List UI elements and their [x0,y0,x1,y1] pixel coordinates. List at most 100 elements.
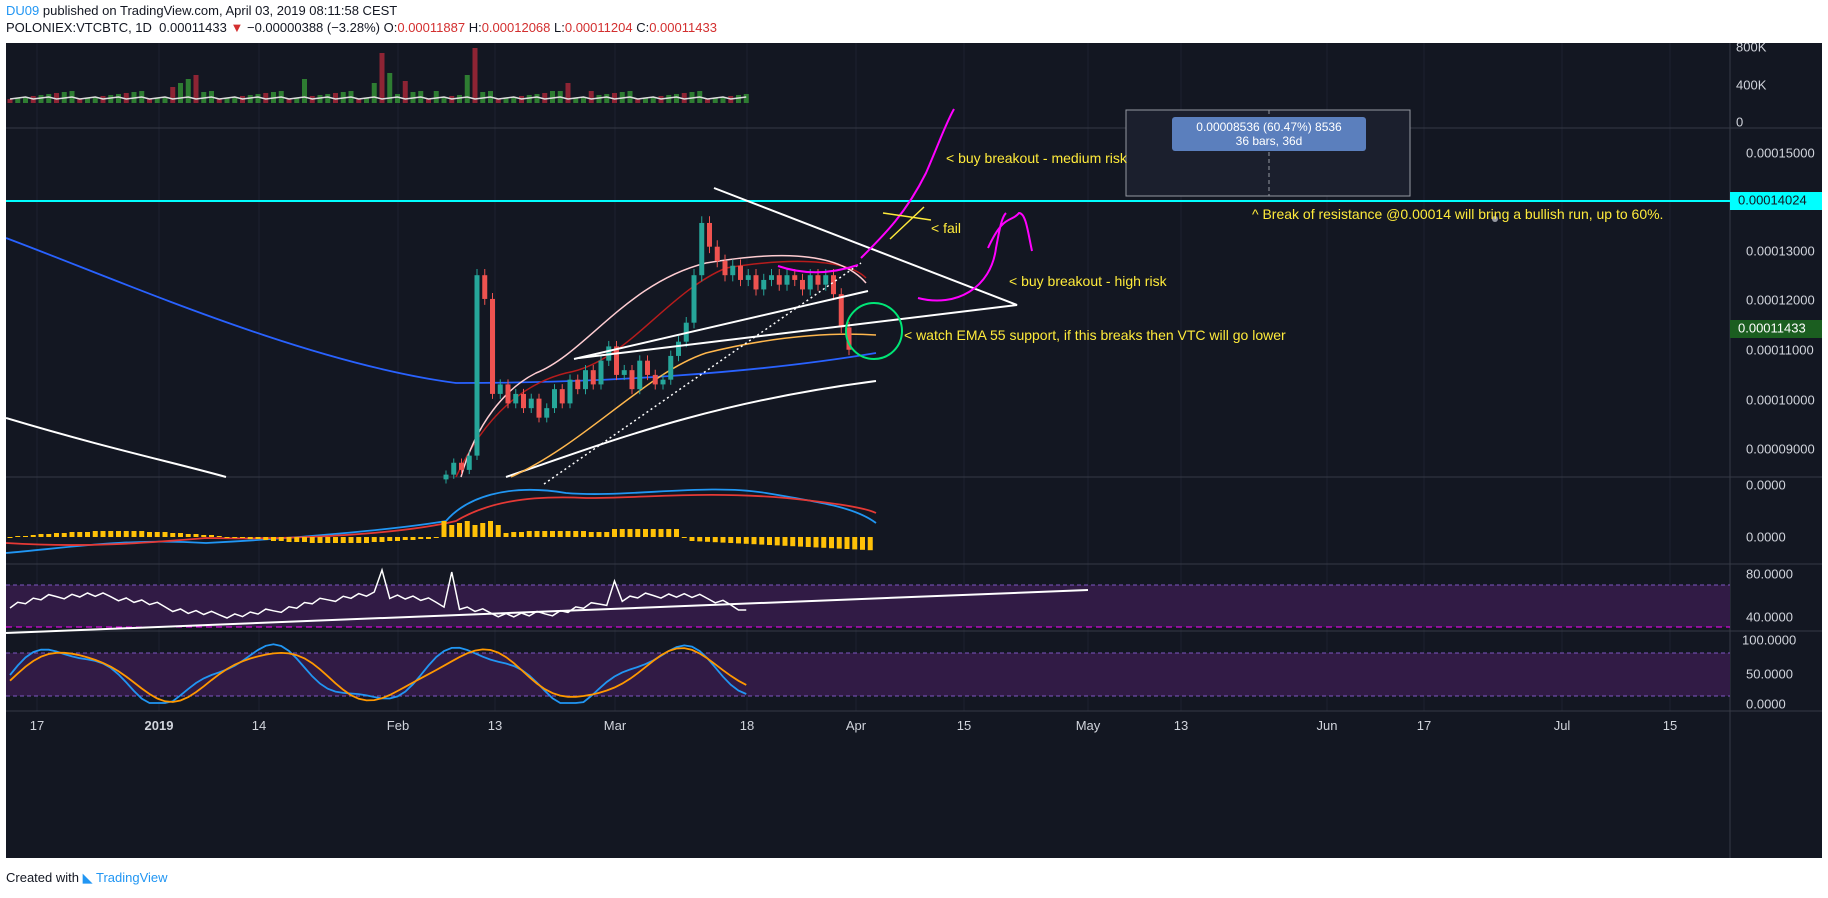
ema100-line [5,380,877,478]
macd-histogram-bar [340,537,346,543]
candle-body [745,275,751,280]
ohlc-line: POLONIEX:VTCBTC, 1D 0.00011433 ▼ −0.0000… [6,19,717,36]
volume-bar [604,94,610,103]
macd-histogram-bar [813,537,819,548]
candle-body [459,462,464,470]
chart-canvas[interactable]: 0.00008536 (60.47%) 8536 36 bars, 36d < … [5,39,1822,858]
price-tick-9000: 0.00009000 [1746,441,1815,456]
candle-body [583,370,588,390]
time-tick: 14 [252,718,266,733]
macd-histogram-bar [565,531,571,537]
time-axis[interactable]: 17 2019 14 Feb 13 Mar 18 Apr 15 May 13 J… [30,718,1677,733]
open-value: 0.00011887 [397,20,466,35]
macd-histogram-bar [85,532,90,537]
volume-bar [387,73,393,103]
volume-bar [325,94,331,103]
price-tick-10000: 0.00010000 [1746,392,1815,407]
tradingview-link[interactable]: TradingView [96,870,168,885]
volume-bar [54,93,59,103]
high-risk-projection[interactable] [917,211,1033,302]
macd-histogram-bar [480,523,486,537]
fail-cross-b [889,206,925,240]
macd-histogram-bar [867,537,873,551]
volume-bar [85,98,90,103]
high-label: H: [468,20,482,35]
candle-body [575,379,581,390]
vol-tick-0: 0 [1736,114,1743,129]
candle-body [629,370,635,390]
macd-histogram-bar [767,537,772,545]
volume-bar [402,81,408,103]
volume-bar [433,91,439,103]
macd-histogram-bar [790,537,796,547]
volume-bar [46,94,52,103]
ema55-support-circle[interactable] [845,302,903,360]
time-tick: 13 [1174,718,1188,733]
macd-histogram-bar [581,531,586,537]
macd-histogram-bar [472,525,478,537]
time-tick: 13 [488,718,502,733]
volume-bar [464,75,470,103]
macd-histogram-bar [154,532,160,537]
volume-bar [116,94,121,103]
macd-histogram-bar [325,537,331,543]
candle-body [645,360,650,375]
annotation-medium-risk: < buy breakout - medium risk [946,150,1128,166]
time-tick: Mar [604,718,627,733]
triangle-pattern[interactable] [578,187,1018,359]
macd-histogram-bar [15,536,21,537]
volume-bar [650,97,656,103]
candle-body [505,384,511,404]
volume-bar [534,94,540,103]
chart-area[interactable]: 0.00008536 (60.47%) 8536 36 bars, 36d < … [5,39,1822,858]
candle-body [831,275,836,295]
macd-histogram-bar [495,525,501,537]
macd-histogram-bar [170,533,176,537]
price-axis[interactable]: 800K 400K 0 0.00015000 0.00014024 0.0001… [1730,39,1822,711]
candle-body [792,275,798,280]
macd-histogram-bar [224,537,230,538]
volume-ma-line [9,96,747,100]
time-tick: 15 [957,718,971,733]
macd-histogram-bar [798,537,803,547]
author-link[interactable]: DU09 [6,3,40,18]
candle-body [738,265,743,280]
volume-bar [15,98,21,103]
volume-bar [573,98,579,103]
macd-histogram-bar [402,537,408,540]
macd-histogram-bar [550,531,555,537]
volume-bar [588,91,594,103]
macd-histogram-bar [464,521,470,537]
support-trendline[interactable] [573,290,869,360]
ema-lines [5,237,877,478]
volume-bar [526,95,532,103]
macd-histogram-bar [100,531,106,537]
macd-histogram-bar [247,537,253,539]
drawings[interactable] [5,108,1498,634]
cursor-dot [1492,216,1498,222]
macd-histogram-bar [69,532,75,537]
time-tick: Apr [846,718,867,733]
volume-bar [379,53,385,103]
medium-risk-projection[interactable] [860,108,955,259]
rounded-bottom-curve[interactable] [777,264,859,274]
volume-bar [681,93,687,103]
volume-bar [185,79,191,103]
volume-bar [23,97,28,103]
tradingview-logo-icon[interactable]: ◣ [82,870,93,885]
macd-histogram-bar [635,529,641,537]
macd-histogram-bar [658,529,664,537]
macd-histogram-bar [666,529,672,537]
rsi-trendline[interactable] [5,589,1089,634]
macd-histogram-bar [542,531,548,537]
macd-histogram-bar [147,532,152,537]
candle-body [466,455,472,470]
macd-histogram-bar [519,532,524,537]
time-tick: 17 [1417,718,1431,733]
macd-histogram-bar [526,531,532,537]
candle-body [544,408,550,418]
resistance-price-tag [1730,192,1822,210]
vol-tick-400k: 400K [1736,77,1767,92]
volume-bar [247,95,253,103]
macd-histogram-bar [333,537,338,543]
